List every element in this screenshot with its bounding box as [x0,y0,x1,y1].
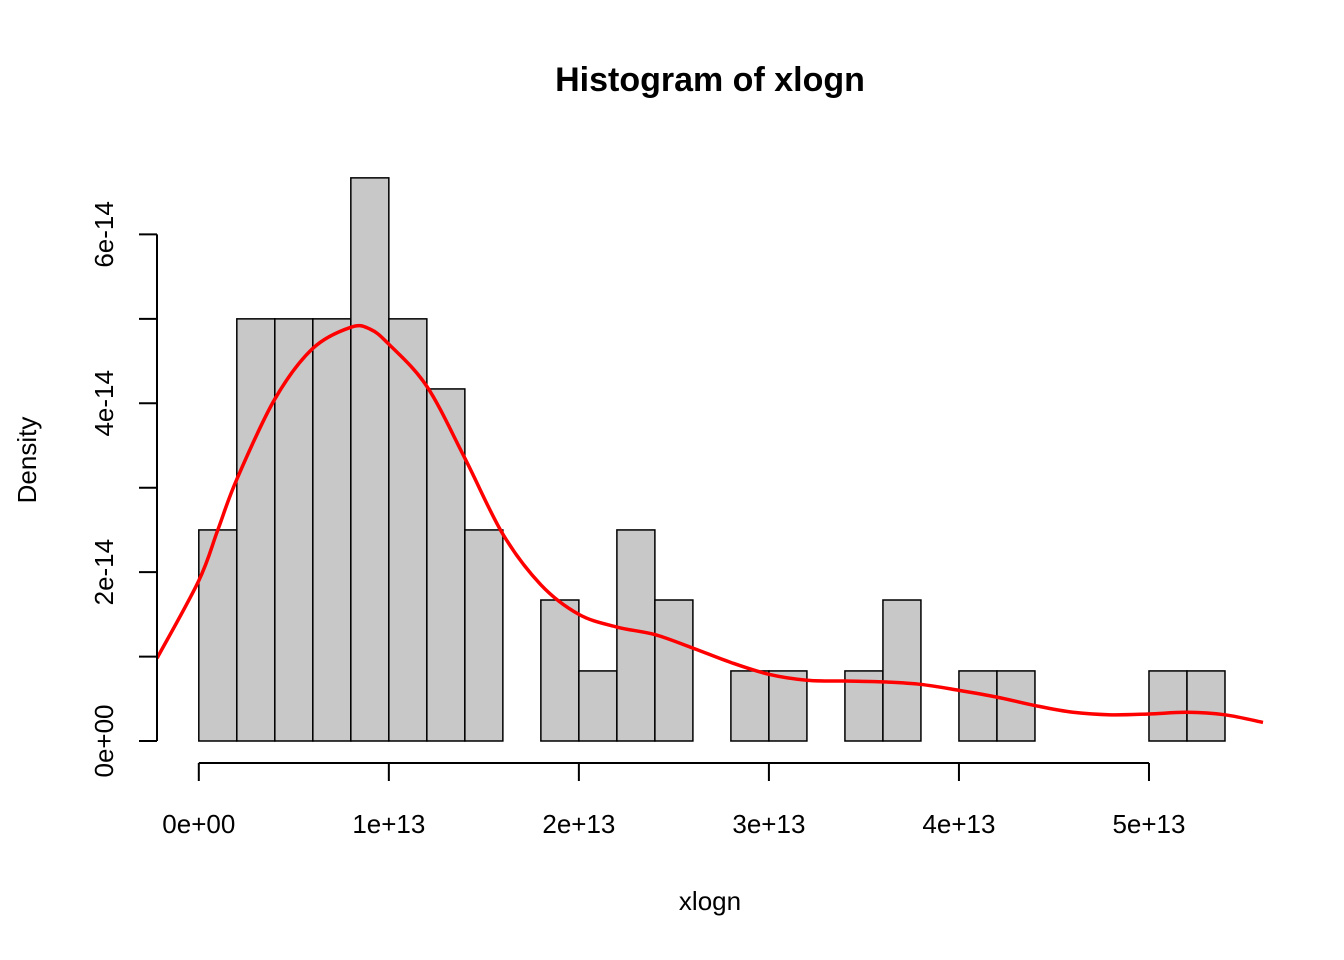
x-axis-label: xlogn [679,886,741,916]
y-tick-label-6: 6e-14 [89,201,119,268]
histogram-bar-10 [578,670,618,742]
histogram-bar-11 [616,529,656,742]
y-axis-label: Density [12,417,42,504]
y-tick-label-0: 0e+00 [89,704,119,777]
histogram-bar-4 [350,177,390,742]
histogram-bar-7 [464,529,504,742]
x-tick-label-3: 3e+13 [732,809,805,839]
histogram-bar-12 [654,599,694,742]
histogram-bar-3 [312,318,352,742]
histogram-bar-26 [1186,670,1226,742]
histogram-bar-5 [388,318,428,742]
histogram-bar-18 [882,599,922,742]
x-tick-label-2: 2e+13 [542,809,615,839]
y-axis: 0e+00 2e-14 4e-14 6e-14 [89,201,158,778]
histogram-bar-9 [540,599,580,742]
x-tick-label-0: 0e+00 [162,809,235,839]
x-tick-label-1: 1e+13 [352,809,425,839]
histogram-bar-14 [730,670,770,742]
y-tick-label-2: 2e-14 [89,539,119,606]
histogram-bar-1 [236,318,276,742]
x-tick-label-4: 4e+13 [922,809,995,839]
y-tick-label-4: 4e-14 [89,370,119,437]
density-curve [155,323,1264,725]
histogram-bar-6 [426,388,466,742]
bars-group [198,177,1226,742]
chart-title: Histogram of xlogn [555,61,865,99]
histogram-bar-25 [1148,670,1188,742]
histogram-bar-0 [198,529,238,742]
histogram-bar-2 [274,318,314,742]
histogram-bar-15 [768,670,808,742]
x-tick-label-5: 5e+13 [1112,809,1185,839]
x-axis: 0e+00 1e+13 2e+13 3e+13 4e+13 5e+13 [162,762,1185,839]
histogram-bar-20 [958,670,998,742]
